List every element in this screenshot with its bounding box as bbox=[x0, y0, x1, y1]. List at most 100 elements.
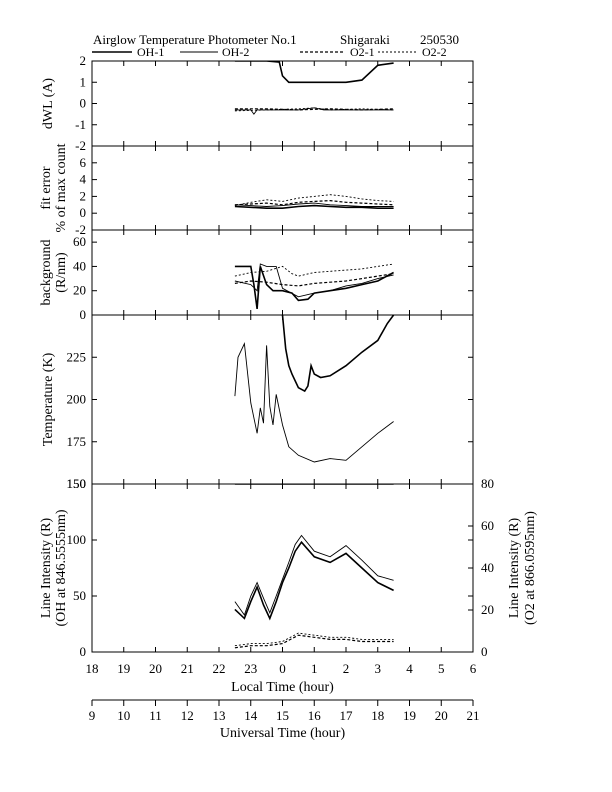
series-line-oh-2 bbox=[234, 342, 394, 463]
series-line-o2-2 bbox=[234, 194, 394, 207]
series-line-o2-1 bbox=[234, 634, 394, 649]
y-tick-label: 175 bbox=[67, 434, 87, 449]
series-line-oh-2 bbox=[234, 202, 394, 207]
series-line-oh-2 bbox=[234, 107, 394, 115]
chart-title: Airglow Temperature Photometer No.1 bbox=[93, 32, 297, 47]
series-line-o2-1 bbox=[234, 108, 394, 111]
y-tick-label: 150 bbox=[67, 476, 87, 491]
y-axis-label: Temperature (K) bbox=[41, 352, 56, 446]
panel-frame bbox=[91, 145, 474, 231]
chart-site: Shigaraki bbox=[340, 32, 390, 47]
y-tick-label: 100 bbox=[67, 532, 87, 547]
y-tick-label: 1 bbox=[80, 74, 87, 89]
ut-axis-label: Universal Time (hour) bbox=[220, 726, 346, 741]
y-tick-label: 50 bbox=[73, 588, 86, 603]
series-line-oh-1 bbox=[234, 540, 394, 621]
y2-tick-label: 20 bbox=[481, 602, 494, 617]
x-tick-label: 20 bbox=[149, 661, 162, 676]
x-tick-label: 3 bbox=[375, 661, 382, 676]
y-tick-label: 40 bbox=[73, 258, 86, 273]
y-axis-label: fit error bbox=[39, 166, 54, 209]
y-axis-label: background bbox=[39, 239, 54, 305]
y-tick-label: -1 bbox=[75, 117, 86, 132]
x-axis-label: Local Time (hour) bbox=[231, 680, 334, 695]
series-line-o2-2 bbox=[234, 107, 394, 112]
panel-frame bbox=[91, 483, 474, 653]
series-line-o2-2 bbox=[234, 263, 394, 277]
x-tick-label: 19 bbox=[117, 661, 130, 676]
x-tick-label: 18 bbox=[86, 661, 99, 676]
panel-frame bbox=[91, 314, 474, 485]
x-tick-label: 1 bbox=[311, 661, 318, 676]
series-line-oh-1 bbox=[234, 204, 394, 209]
y-tick-label: 2 bbox=[80, 53, 87, 68]
ut-tick-label: 9 bbox=[89, 708, 96, 723]
y-tick-label: 2 bbox=[80, 188, 87, 203]
y2-axis-label: (O2 at 866.0595nm) bbox=[523, 511, 538, 625]
y-tick-label: 200 bbox=[67, 392, 87, 407]
y2-tick-label: 60 bbox=[481, 518, 494, 533]
y-tick-label: 0 bbox=[80, 644, 87, 659]
x-tick-label: 21 bbox=[181, 661, 194, 676]
y-tick-label: 4 bbox=[80, 172, 87, 187]
ut-tick-label: 17 bbox=[340, 708, 354, 723]
legend-label-oh-2: OH-2 bbox=[222, 45, 249, 59]
y-tick-label: 60 bbox=[73, 234, 86, 249]
panel-fit_error: 0 24 6 -2 fit error% of max count bbox=[39, 143, 474, 237]
x-tick-label: 5 bbox=[438, 661, 445, 676]
series-line-o2-1 bbox=[234, 199, 394, 206]
series-line-oh-1 bbox=[281, 315, 395, 393]
y-tick-label: 225 bbox=[67, 349, 87, 364]
y2-tick-label: 80 bbox=[481, 476, 494, 491]
ut-tick-label: 13 bbox=[213, 708, 226, 723]
panel-dwl: -1 0 1 2 -2 dWL (A) bbox=[41, 53, 474, 153]
y-tick-label: 0 bbox=[80, 307, 87, 322]
panel-temperature: 175 200 225 150 Temperature (K) bbox=[41, 314, 474, 491]
x-tick-label: 0 bbox=[279, 661, 286, 676]
x-tick-label: 22 bbox=[213, 661, 226, 676]
x-tick-label: 4 bbox=[406, 661, 413, 676]
y-tick-label: -2 bbox=[75, 138, 86, 153]
y-tick-label: 150 bbox=[67, 476, 87, 491]
ut-tick-label: 19 bbox=[403, 708, 416, 723]
y2-axis-label: Line Intensity (R) bbox=[507, 518, 522, 619]
ut-tick-label: 21 bbox=[467, 708, 480, 723]
y-tick-label: 6 bbox=[80, 155, 87, 170]
legend-label-o2-2: O2-2 bbox=[422, 45, 447, 59]
y-tick-label: -2 bbox=[75, 222, 86, 237]
legend-label-oh-1: OH-1 bbox=[137, 45, 164, 59]
x-tick-label: 23 bbox=[244, 661, 257, 676]
y2-tick-label: 40 bbox=[481, 560, 494, 575]
y2-tick-label: 0 bbox=[481, 644, 488, 659]
series-line-oh-2 bbox=[234, 534, 394, 616]
y-axis-label: dWL (A) bbox=[41, 78, 56, 130]
series-line-oh-1 bbox=[234, 265, 394, 310]
y-axis-label: (R/nm) bbox=[54, 252, 69, 293]
legend-label-o2-1: O2-1 bbox=[350, 45, 375, 59]
ut-tick-label: 12 bbox=[181, 708, 194, 723]
series-line-o2-2 bbox=[234, 632, 394, 647]
ut-tick-label: 16 bbox=[308, 708, 322, 723]
series-line-oh-1 bbox=[234, 61, 394, 84]
ut-tick-label: 11 bbox=[149, 708, 162, 723]
y-axis-label: % of max count bbox=[54, 143, 69, 232]
x-tick-label: 2 bbox=[343, 661, 350, 676]
series-line-o2-1 bbox=[234, 273, 394, 287]
y-tick-label: 0 bbox=[80, 96, 87, 111]
panel-frame bbox=[91, 229, 474, 316]
ut-tick-label: 14 bbox=[244, 708, 258, 723]
legend: OH-1 OH-2 O2-1 O2-2 bbox=[92, 45, 447, 59]
ut-tick-label: 10 bbox=[117, 708, 130, 723]
panel-background: 0 20 40 60 background (R/nm) bbox=[39, 229, 474, 322]
chart-date: 250530 bbox=[420, 32, 459, 47]
y-tick-label: 20 bbox=[73, 283, 86, 298]
ut-tick-label: 20 bbox=[435, 708, 448, 723]
y-tick-label: 0 bbox=[80, 205, 87, 220]
x-tick-label: 6 bbox=[470, 661, 477, 676]
ut-tick-label: 18 bbox=[371, 708, 384, 723]
ut-tick-label: 15 bbox=[276, 708, 289, 723]
